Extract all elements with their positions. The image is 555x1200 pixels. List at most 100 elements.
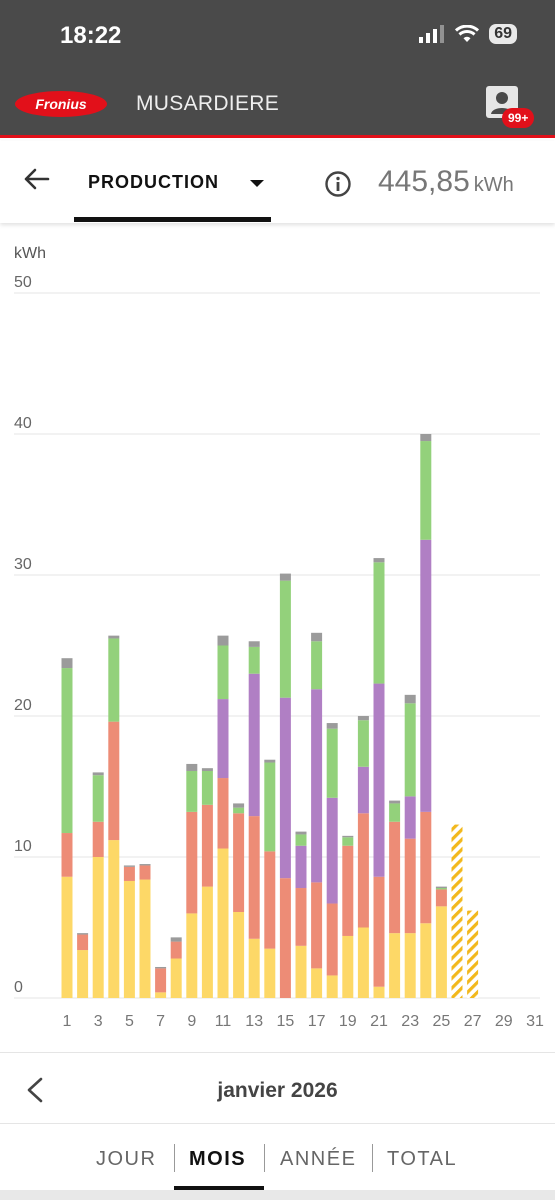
bar-segment-gray[interactable] xyxy=(404,694,416,704)
bar-segment-yellow[interactable] xyxy=(389,933,401,998)
bar-segment-salmon[interactable] xyxy=(373,876,385,987)
bar-segment-yellow[interactable] xyxy=(342,935,354,998)
bar-segment-green[interactable] xyxy=(420,441,432,540)
bar-segment-salmon[interactable] xyxy=(295,888,307,946)
forecast-bar[interactable] xyxy=(451,824,463,998)
bar-segment-gray[interactable] xyxy=(248,641,260,647)
bar-segment-yellow[interactable] xyxy=(170,958,182,998)
bar-segment-gray[interactable] xyxy=(233,803,245,808)
caret-down-icon[interactable] xyxy=(250,180,264,187)
bar-segment-yellow[interactable] xyxy=(404,933,416,998)
bar-segment-gray[interactable] xyxy=(295,831,307,835)
bar-segment-yellow[interactable] xyxy=(311,968,323,998)
bar-segment-gray[interactable] xyxy=(77,933,89,935)
bar-segment-gray[interactable] xyxy=(123,865,135,867)
bar-segment-green[interactable] xyxy=(404,703,416,797)
bar-segment-salmon[interactable] xyxy=(92,821,104,857)
bar-segment-purple[interactable] xyxy=(357,766,369,814)
bar-segment-yellow[interactable] xyxy=(264,948,276,998)
bar-segment-gray[interactable] xyxy=(326,723,338,729)
bar-segment-yellow[interactable] xyxy=(155,992,167,998)
back-arrow-icon[interactable] xyxy=(22,165,50,193)
bar-segment-gray[interactable] xyxy=(420,434,432,442)
bar-segment-salmon[interactable] xyxy=(139,865,151,880)
bar-segment-gray[interactable] xyxy=(435,886,447,889)
bar-segment-yellow[interactable] xyxy=(233,911,245,998)
bar-segment-green[interactable] xyxy=(248,646,260,674)
bar-segment-yellow[interactable] xyxy=(420,923,432,998)
bar-segment-green[interactable] xyxy=(264,762,276,852)
bar-segment-green[interactable] xyxy=(186,770,198,812)
bar-segment-salmon[interactable] xyxy=(435,889,447,907)
bar-segment-gray[interactable] xyxy=(201,768,213,771)
bar-segment-yellow[interactable] xyxy=(139,879,151,998)
info-icon[interactable] xyxy=(324,170,352,198)
bar-segment-gray[interactable] xyxy=(61,658,73,669)
bar-segment-salmon[interactable] xyxy=(311,882,323,969)
bar-segment-gray[interactable] xyxy=(279,573,291,581)
bar-segment-green[interactable] xyxy=(92,775,104,822)
bar-segment-green[interactable] xyxy=(373,562,385,684)
bar-segment-gray[interactable] xyxy=(357,716,369,721)
bar-segment-purple[interactable] xyxy=(404,796,416,839)
bar-segment-purple[interactable] xyxy=(373,683,385,877)
bar-segment-salmon[interactable] xyxy=(61,833,73,877)
bar-segment-salmon[interactable] xyxy=(404,838,416,934)
bar-segment-salmon[interactable] xyxy=(279,878,291,998)
forecast-bar[interactable] xyxy=(467,910,479,998)
bar-segment-gray[interactable] xyxy=(389,800,401,804)
tab-mois[interactable]: MOIS xyxy=(189,1148,247,1170)
bar-segment-green[interactable] xyxy=(342,837,354,846)
bar-segment-yellow[interactable] xyxy=(92,857,104,998)
bar-segment-purple[interactable] xyxy=(420,539,432,812)
bar-segment-purple[interactable] xyxy=(217,699,229,779)
bar-segment-salmon[interactable] xyxy=(357,813,369,928)
bar-segment-gray[interactable] xyxy=(311,632,323,642)
bar-segment-salmon[interactable] xyxy=(77,934,89,951)
bar-segment-green[interactable] xyxy=(61,668,73,834)
bar-segment-green[interactable] xyxy=(201,770,213,805)
bar-segment-purple[interactable] xyxy=(279,697,291,879)
bar-segment-purple[interactable] xyxy=(295,845,307,889)
bar-segment-yellow[interactable] xyxy=(201,886,213,998)
bar-segment-salmon[interactable] xyxy=(389,821,401,934)
bar-segment-salmon[interactable] xyxy=(170,941,182,959)
bar-segment-purple[interactable] xyxy=(311,689,323,883)
notifications-badge[interactable]: 99+ xyxy=(502,108,535,128)
bar-segment-green[interactable] xyxy=(217,645,229,700)
bar-segment-green[interactable] xyxy=(311,641,323,690)
bar-segment-salmon[interactable] xyxy=(248,816,260,939)
bar-segment-salmon[interactable] xyxy=(420,811,432,924)
bar-segment-green[interactable] xyxy=(326,728,338,798)
bar-segment-salmon[interactable] xyxy=(217,778,229,849)
bar-segment-salmon[interactable] xyxy=(326,903,338,976)
bar-segment-salmon[interactable] xyxy=(155,968,167,993)
bar-segment-yellow[interactable] xyxy=(77,950,89,998)
tab-total[interactable]: TOTAL xyxy=(387,1148,458,1170)
bar-segment-purple[interactable] xyxy=(326,797,338,904)
bar-segment-yellow[interactable] xyxy=(123,880,135,998)
bar-segment-gray[interactable] xyxy=(155,966,167,969)
bar-segment-gray[interactable] xyxy=(139,864,151,866)
bar-segment-salmon[interactable] xyxy=(264,851,276,949)
bar-segment-green[interactable] xyxy=(295,834,307,846)
bar-segment-gray[interactable] xyxy=(373,558,385,563)
bar-segment-gray[interactable] xyxy=(264,759,276,763)
bar-segment-gray[interactable] xyxy=(92,772,104,776)
bar-segment-yellow[interactable] xyxy=(108,840,120,998)
bar-segment-green[interactable] xyxy=(389,803,401,822)
production-selector[interactable]: PRODUCTION xyxy=(88,172,219,192)
bar-segment-salmon[interactable] xyxy=(201,804,213,887)
bar-segment-yellow[interactable] xyxy=(326,975,338,998)
bar-segment-yellow[interactable] xyxy=(357,927,369,999)
previous-month-icon[interactable] xyxy=(24,1077,46,1103)
tab-jour[interactable]: JOUR xyxy=(96,1148,157,1170)
bar-segment-salmon[interactable] xyxy=(108,721,120,841)
bar-segment-gray[interactable] xyxy=(108,635,120,639)
bar-segment-salmon[interactable] xyxy=(342,845,354,936)
bar-segment-yellow[interactable] xyxy=(373,986,385,998)
bar-segment-green[interactable] xyxy=(108,638,120,722)
bar-segment-gray[interactable] xyxy=(170,937,182,942)
bar-segment-salmon[interactable] xyxy=(123,866,135,881)
bar-segment-gray[interactable] xyxy=(217,635,229,646)
